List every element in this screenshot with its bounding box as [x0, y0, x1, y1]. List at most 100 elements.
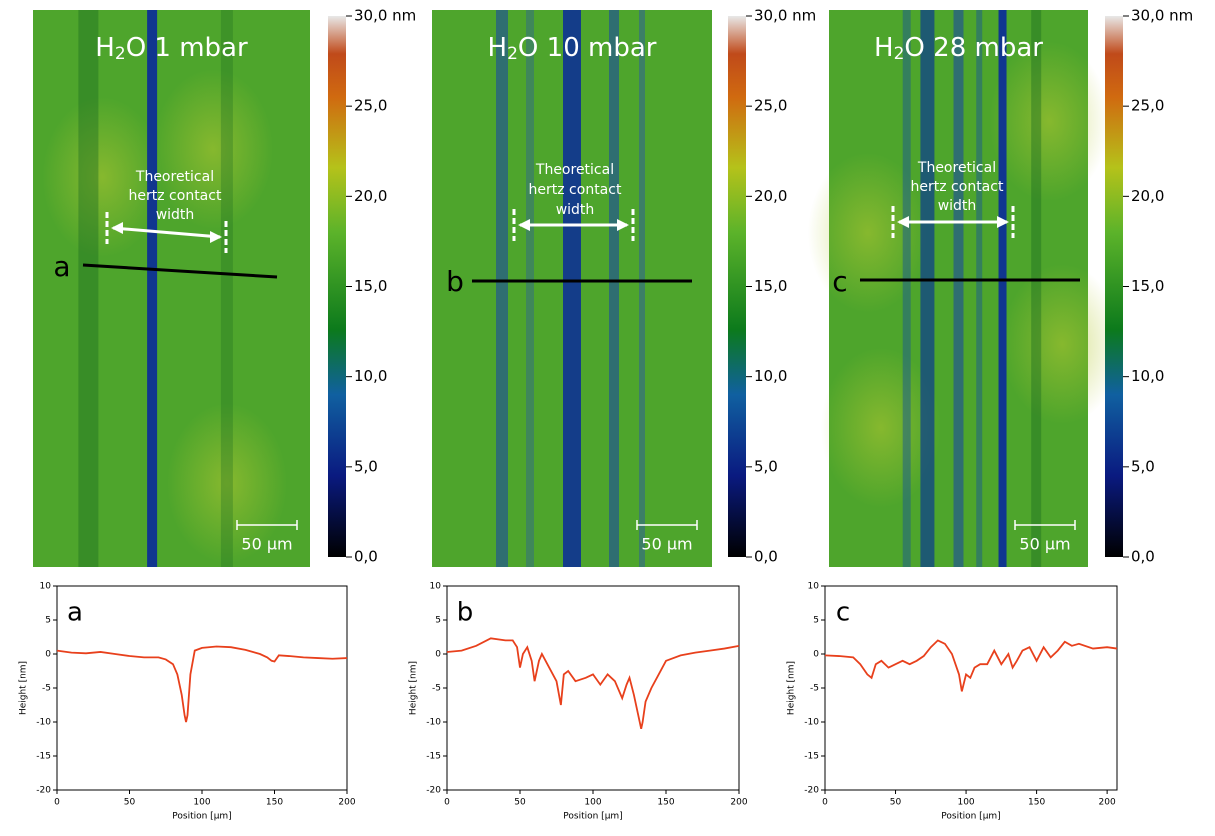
image-stripe — [1031, 10, 1042, 567]
y-tick-label: -5 — [810, 684, 819, 694]
colorbar-tick-label: 15,0 — [354, 277, 387, 295]
colorbar-tick-label: 20,0 — [1131, 187, 1164, 205]
image-stripe — [220, 10, 233, 567]
x-tick-label: 50 — [124, 798, 136, 808]
image-stripe — [953, 10, 964, 567]
annotation-text: hertz contact — [911, 179, 1004, 195]
title-subscript: 2 — [507, 44, 518, 64]
y-axis-label: Height [nm] — [19, 661, 29, 715]
y-tick-label: 5 — [435, 616, 441, 626]
colorbar-tick-label: 20,0 — [754, 187, 787, 205]
image-texture — [42, 97, 163, 258]
image-stripe — [976, 10, 983, 567]
profile-line — [82, 263, 278, 279]
profile-label: c — [832, 265, 847, 298]
annotation-text: width — [556, 202, 595, 218]
afm-image: H2O 28 mbar Theoretical hertz contact width… — [807, 7, 1193, 567]
panel-letter: b — [457, 598, 474, 628]
x-axis-label: Position [μm] — [941, 812, 1000, 822]
y-tick-label: -20 — [36, 786, 51, 796]
image-stripe — [998, 10, 1007, 567]
y-tick-label: -10 — [804, 718, 819, 728]
x-tick-label: 100 — [193, 798, 210, 808]
colorbar-tick-label: 15,0 — [754, 277, 787, 295]
title-part: O 1 mbar — [126, 33, 248, 63]
colorbar-tick-label: 10,0 — [1131, 367, 1164, 385]
annotation-text: Theoretical — [917, 160, 996, 176]
panel-letter: a — [67, 598, 83, 628]
annotation-text: hertz contact — [529, 182, 622, 198]
x-tick-label: 0 — [822, 798, 828, 808]
title-part: H — [95, 33, 115, 63]
image-texture — [820, 347, 941, 508]
colorbar-tick-label: 20,0 — [354, 187, 387, 205]
colorbar-tick-label: 30,0 nm — [354, 7, 416, 25]
arrow-line — [112, 226, 221, 239]
y-tick-label: 0 — [45, 650, 51, 660]
colorbar-tick-label: 5,0 — [354, 457, 378, 475]
colorbar-tick-label: 5,0 — [754, 457, 778, 475]
colorbar-tick-label: 25,0 — [1131, 97, 1164, 115]
y-tick-label: -15 — [36, 752, 51, 762]
x-axis-label: Position [μm] — [563, 812, 622, 822]
y-tick-label: -5 — [432, 684, 441, 694]
annotation-text: Theoretical — [135, 169, 214, 185]
x-axis-label: Position [μm] — [172, 812, 231, 822]
afm-image: H2O 1 mbar Theoretical hertz contact width a… — [33, 7, 416, 567]
image-stripe — [920, 10, 935, 567]
arrow-head — [897, 216, 1009, 228]
colorbar-tick-label: 10,0 — [754, 367, 787, 385]
y-tick-label: 0 — [435, 650, 441, 660]
y-tick-label: -10 — [36, 718, 51, 728]
y-tick-label: -20 — [804, 786, 819, 796]
colorbar-tick-label: 15,0 — [1131, 277, 1164, 295]
y-tick-label: 10 — [808, 582, 820, 592]
colorbar — [328, 16, 346, 557]
title-subscript: 2 — [115, 44, 126, 64]
colorbar-tick-label: 25,0 — [754, 97, 787, 115]
plot-frame — [446, 585, 740, 791]
colorbar-tick-label: 5,0 — [1131, 457, 1155, 475]
image-texture — [166, 403, 287, 564]
title-part: O 28 mbar — [904, 33, 1043, 63]
title-subscript: 2 — [894, 44, 905, 64]
image-stripe — [563, 10, 581, 567]
image-title: H2O 1 mbar — [95, 33, 248, 65]
y-tick-label: 5 — [813, 616, 819, 626]
annotation-text: Theoretical — [535, 162, 614, 178]
colorbar — [1105, 16, 1123, 557]
colorbar — [728, 16, 746, 557]
profile-curve — [446, 637, 740, 729]
profile-label: a — [53, 250, 70, 283]
x-tick-label: 0 — [444, 798, 450, 808]
image-stripe — [639, 10, 645, 567]
image-title: H2O 28 mbar — [874, 33, 1043, 65]
y-tick-label: -15 — [426, 752, 441, 762]
x-tick-label: 50 — [514, 798, 526, 808]
y-tick-label: -10 — [426, 718, 441, 728]
colorbar-tick-label: 30,0 nm — [754, 7, 816, 25]
y-tick-label: -5 — [42, 684, 51, 694]
colorbar-tick-label: 10,0 — [354, 367, 387, 385]
scale-bar-label: 50 μm — [641, 535, 692, 554]
image-title: H2O 10 mbar — [488, 33, 657, 65]
x-tick-label: 150 — [1028, 798, 1045, 808]
image-texture — [1002, 264, 1123, 425]
x-tick-label: 200 — [338, 798, 355, 808]
image-texture — [807, 152, 928, 313]
colorbar-tick-label: 0,0 — [754, 548, 778, 566]
image-texture — [153, 69, 274, 230]
image-stripe — [147, 10, 158, 567]
panel-letter: c — [836, 598, 850, 628]
image-stripe — [902, 10, 911, 567]
profile-curve — [824, 639, 1118, 692]
colorbar-tick-label: 30,0 nm — [1131, 7, 1193, 25]
x-tick-label: 150 — [266, 798, 283, 808]
plot-frame — [56, 585, 348, 791]
y-tick-label: 5 — [45, 616, 51, 626]
colorbar-tick-label: 0,0 — [354, 548, 378, 566]
profile-curve — [56, 645, 348, 723]
x-tick-label: 150 — [657, 798, 674, 808]
x-tick-label: 100 — [957, 798, 974, 808]
